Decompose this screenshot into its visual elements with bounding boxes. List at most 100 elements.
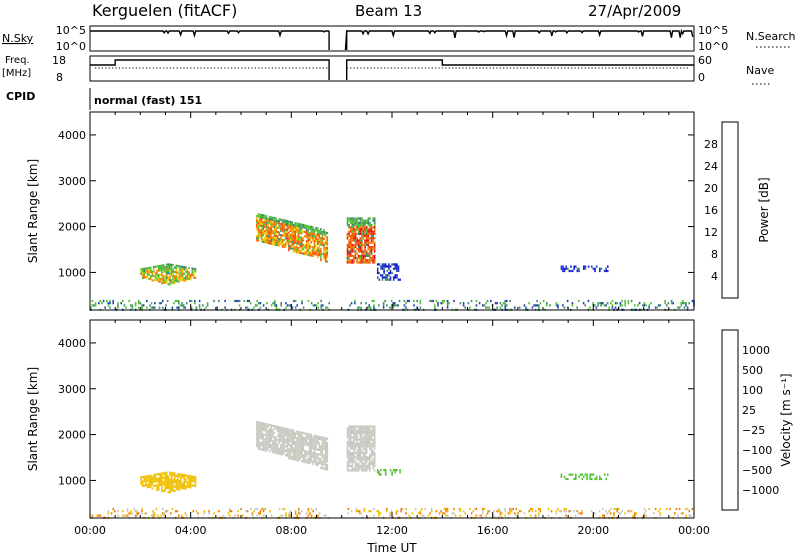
heatmap-cell xyxy=(359,217,362,220)
heatmap-cell xyxy=(153,478,155,481)
heatmap-cell xyxy=(373,432,376,435)
heatmap-cell xyxy=(346,254,349,257)
heatmap-cell xyxy=(288,441,290,444)
heatmap-cell xyxy=(94,304,97,307)
heatmap-cell xyxy=(276,239,279,242)
heatmap-cell xyxy=(353,224,355,227)
heatmap-cell xyxy=(365,427,368,430)
heatmap-cell xyxy=(153,476,155,479)
heatmap-cell xyxy=(320,241,322,244)
heatmap-cell xyxy=(296,224,298,227)
heatmap-cell xyxy=(157,473,160,476)
heatmap-cell xyxy=(310,451,313,454)
heatmap-cell xyxy=(284,449,287,452)
heatmap-cell xyxy=(307,247,309,250)
heatmap-cell xyxy=(305,240,308,243)
heatmap-cell xyxy=(539,510,542,513)
heatmap-cell xyxy=(373,254,376,257)
heatmap-cell xyxy=(276,226,279,229)
heatmap-cell xyxy=(163,514,166,517)
heatmap-cell xyxy=(586,473,588,476)
heatmap-cell xyxy=(309,512,311,515)
heatmap-cell xyxy=(357,456,360,459)
heatmap-cell xyxy=(161,485,163,488)
heatmap-cell xyxy=(288,235,290,239)
heatmap-cell xyxy=(307,253,309,256)
heatmap-cell xyxy=(281,223,284,226)
heatmap-cell xyxy=(178,514,180,517)
heatmap-cell xyxy=(373,434,376,437)
heatmap-cell xyxy=(583,265,585,268)
heatmap-cell xyxy=(485,302,487,305)
heatmap-cell xyxy=(107,302,110,305)
heatmap-cell xyxy=(370,456,373,459)
heatmap-cell xyxy=(272,442,274,445)
heatmap-cell xyxy=(353,467,355,470)
heatmap-cell xyxy=(297,433,300,436)
heatmap-cell xyxy=(286,439,289,442)
heatmap-cell xyxy=(289,225,292,228)
heatmap-cell xyxy=(424,507,426,511)
heatmap-cell xyxy=(307,242,309,245)
heatmap-cell xyxy=(305,233,308,236)
heatmap-cell xyxy=(325,306,327,309)
heatmap-cell xyxy=(264,440,266,443)
heatmap-cell xyxy=(186,474,189,477)
heatmap-cell xyxy=(165,484,168,487)
heatmap-cell xyxy=(379,512,382,515)
heatmap-cell xyxy=(264,230,266,233)
heatmap-cell xyxy=(320,232,322,235)
heatmap-cell xyxy=(348,443,350,446)
heatmap-cell xyxy=(296,244,298,247)
heatmap-cell xyxy=(321,230,324,233)
heatmap-cell xyxy=(504,306,506,309)
heatmap-cell xyxy=(373,248,376,251)
heatmap-cell xyxy=(305,242,308,245)
date-title: 27/Apr/2009 xyxy=(588,2,681,20)
heatmap-cell xyxy=(184,512,186,515)
heatmap-cell xyxy=(125,514,127,517)
heatmap-cell xyxy=(445,514,447,517)
heatmap-cell xyxy=(172,485,174,488)
heatmap-cell xyxy=(161,474,163,477)
heatmap-cell xyxy=(362,432,365,435)
heatmap-cell xyxy=(562,269,564,273)
heatmap-cell xyxy=(153,480,155,483)
heatmap-cell xyxy=(373,440,376,443)
heatmap-cell xyxy=(281,438,284,441)
heatmap-cell xyxy=(316,435,319,438)
heatmap-cell xyxy=(348,252,350,255)
heatmap-cell xyxy=(376,276,379,279)
heatmap-cell xyxy=(462,304,465,307)
heatmap-cell xyxy=(294,306,297,309)
heatmap-cell xyxy=(351,243,354,246)
heatmap-cell xyxy=(151,476,154,479)
heatmap-cell xyxy=(169,480,171,483)
heatmap-cell xyxy=(273,425,276,428)
heatmap-cell xyxy=(259,437,261,440)
heatmap-cell xyxy=(265,217,268,220)
heatmap-cell xyxy=(320,299,322,303)
heatmap-cell xyxy=(370,228,373,231)
site-title: Kerguelen (fitACF) xyxy=(92,1,237,20)
heatmap-cell xyxy=(354,443,357,446)
heatmap-cell xyxy=(191,274,194,277)
heatmap-cell xyxy=(191,267,194,270)
heatmap-cell xyxy=(353,454,355,457)
heatmap-cell xyxy=(183,268,186,271)
heatmap-cell xyxy=(357,469,360,472)
heatmap-cell xyxy=(289,435,292,438)
heatmap-cell xyxy=(370,436,373,439)
heatmap-cell xyxy=(354,228,357,231)
nsearch-tick-top: 10^5 xyxy=(698,24,728,37)
heatmap-cell xyxy=(310,442,313,445)
heatmap-cell xyxy=(357,510,359,513)
heatmap-cell xyxy=(288,448,290,451)
heatmap-cell xyxy=(291,221,293,224)
heatmap-cell xyxy=(353,239,355,242)
heatmap-cell xyxy=(348,458,350,461)
heatmap-cell xyxy=(169,281,171,284)
heatmap-cell xyxy=(162,472,165,475)
heatmap-cell xyxy=(349,226,352,229)
